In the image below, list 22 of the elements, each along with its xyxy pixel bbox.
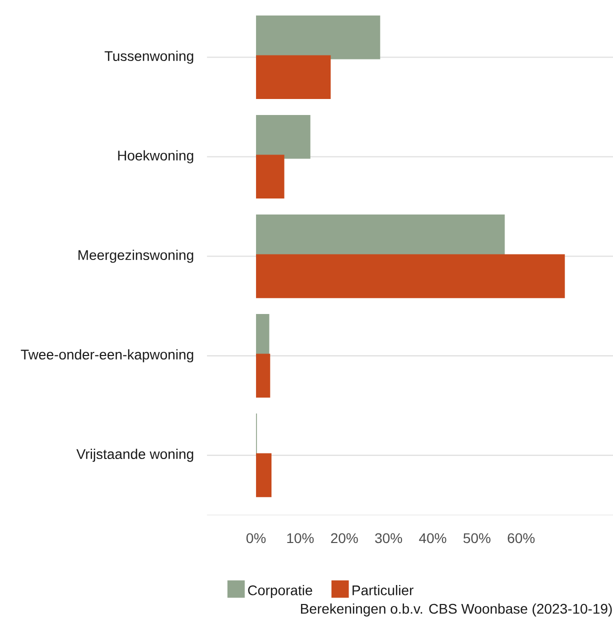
legend-label: Particulier: [352, 584, 414, 596]
x-tick-label: 0%: [246, 533, 266, 544]
bar: [256, 154, 284, 199]
x-tick-label: 20%: [331, 533, 358, 544]
y-tick-label: Twee-onder-een-kapwoning: [20, 349, 194, 362]
bar: [256, 55, 331, 100]
x-tick-label: 40%: [419, 533, 446, 544]
y-tick-label: Hoekwoning: [118, 150, 194, 164]
bar: [256, 15, 380, 60]
x-tick-label: 10%: [287, 533, 314, 544]
y-tick-label: Vrijstaande woning: [76, 448, 194, 462]
legend-label: Corporatie: [248, 584, 312, 598]
bar: [256, 254, 565, 298]
y-tick-label: Tussenwoning: [104, 50, 194, 64]
bar: [256, 114, 310, 159]
x-tick-label: 60%: [508, 533, 535, 544]
text: Berekeningen o.b.v. CBS Woonbase (2023-10-19): [301, 603, 612, 617]
y-tick-label: Meergezinswoning: [78, 250, 194, 263]
bar: [256, 354, 270, 398]
x-tick-label: 50%: [463, 533, 490, 544]
bar: [256, 453, 272, 498]
x-tick-label: 30%: [375, 533, 402, 544]
